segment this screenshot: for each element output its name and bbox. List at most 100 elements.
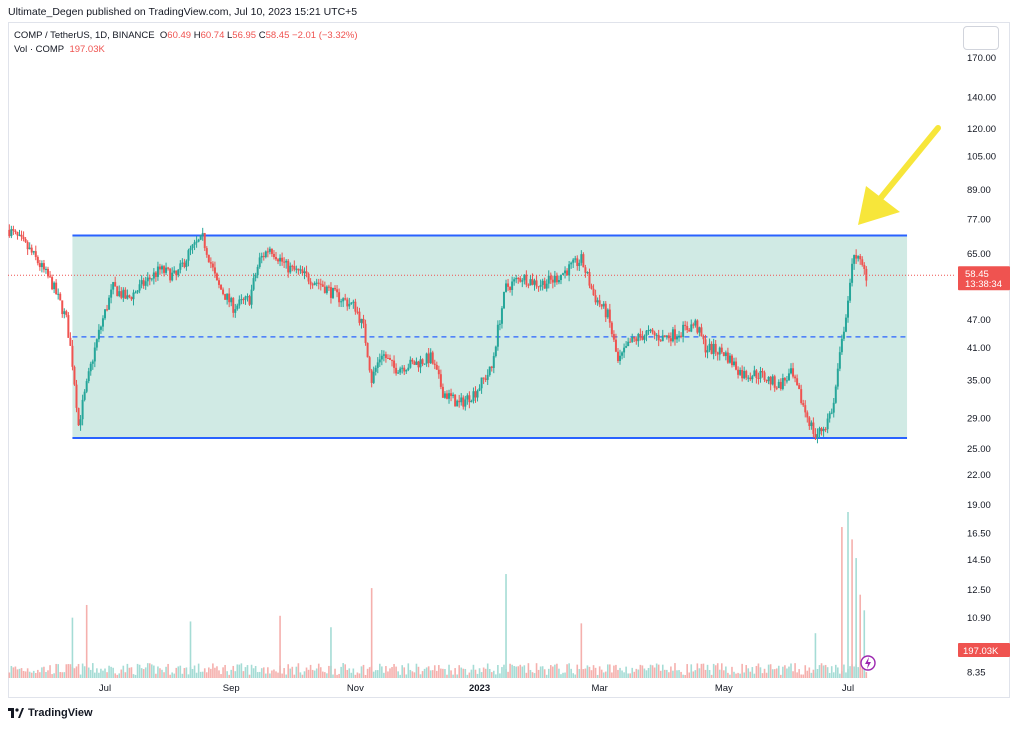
volume-bar xyxy=(645,670,648,678)
low-value: 56.95 xyxy=(232,30,257,41)
volume-bar xyxy=(324,672,326,678)
candle-body xyxy=(321,284,324,287)
y-tick-label: 41.00 xyxy=(967,343,991,354)
candle-body xyxy=(26,242,29,250)
candle-body xyxy=(38,263,41,268)
candle-body xyxy=(855,255,858,259)
volume-bar xyxy=(482,667,485,678)
volume-bar xyxy=(205,672,208,678)
candle-body xyxy=(441,386,444,398)
candle-body xyxy=(439,374,442,387)
volume-bar xyxy=(285,674,287,678)
candle-body xyxy=(657,334,660,341)
candle-body xyxy=(800,389,803,404)
volume-bar xyxy=(203,668,206,678)
candle-body xyxy=(77,407,80,426)
volume-bar xyxy=(352,668,355,678)
volume-bar xyxy=(256,672,259,678)
volume-bar xyxy=(250,664,253,678)
candle-body xyxy=(671,329,674,342)
candle-body xyxy=(844,317,847,332)
candle-body xyxy=(63,311,66,315)
volume-bar xyxy=(254,665,257,678)
candle-body xyxy=(818,428,821,435)
volume-bar xyxy=(843,664,845,678)
volume-bar xyxy=(594,667,597,678)
volume-bar xyxy=(175,667,178,678)
volume-bar xyxy=(513,665,515,678)
candle-body xyxy=(350,302,353,304)
candle-body xyxy=(177,269,180,276)
volume-bar xyxy=(43,666,45,678)
candle-body xyxy=(118,291,121,297)
candle-body xyxy=(209,262,212,264)
volume-bar xyxy=(374,670,377,678)
volume-bar xyxy=(668,672,670,678)
candle-body xyxy=(163,266,166,273)
candle-body xyxy=(285,260,288,263)
volume-bar xyxy=(450,670,452,678)
volume-bar xyxy=(672,670,674,678)
candle-body xyxy=(44,268,47,270)
candle-body xyxy=(728,355,731,363)
volume-bar xyxy=(784,665,786,678)
volume-bar xyxy=(423,668,426,678)
candle-body xyxy=(726,352,729,363)
candle-body xyxy=(144,281,147,286)
volume-bar xyxy=(509,663,511,678)
candle-body xyxy=(627,341,630,347)
candle-body xyxy=(718,347,721,355)
volume-bar xyxy=(191,668,194,678)
candle-body xyxy=(59,293,62,301)
candle-body xyxy=(211,263,214,268)
y-tick-label: 29.00 xyxy=(967,414,991,425)
candle-body xyxy=(783,377,786,381)
volume-bar xyxy=(37,669,39,678)
symbol-label[interactable]: COMP / TetherUS, 1D, BINANCE xyxy=(14,30,155,41)
candle-body xyxy=(334,288,337,290)
volume-bar xyxy=(230,669,233,678)
candle-body xyxy=(816,434,819,438)
candle-body xyxy=(572,259,575,263)
volume-bar xyxy=(849,666,851,678)
candle-body xyxy=(83,391,86,400)
volume-bar xyxy=(796,672,798,678)
volume-bar xyxy=(834,664,837,678)
volume-bar xyxy=(700,663,703,678)
volume-label[interactable]: Vol · COMP xyxy=(14,44,65,55)
candle-body xyxy=(226,293,229,300)
candle-body xyxy=(376,362,379,368)
candle-body xyxy=(661,335,664,342)
candle-body xyxy=(720,347,723,353)
volume-bar xyxy=(403,667,406,678)
volume-bar xyxy=(106,672,108,678)
candle-body xyxy=(700,327,703,337)
volume-bar xyxy=(448,664,450,678)
candle-body xyxy=(213,267,216,274)
volume-bar xyxy=(244,667,247,678)
volume-bar xyxy=(438,665,440,678)
candle-body xyxy=(787,373,790,381)
volume-bar xyxy=(674,663,676,678)
volume-bar xyxy=(609,664,611,678)
volume-bar xyxy=(389,668,391,678)
volume-bar xyxy=(568,663,570,678)
volume-bar xyxy=(771,669,774,678)
volume-badge xyxy=(958,643,1010,657)
candle-body xyxy=(564,270,567,274)
candle-body xyxy=(639,333,642,337)
volume-bar xyxy=(163,672,165,678)
candle-body xyxy=(403,367,406,372)
candle-body xyxy=(393,360,396,368)
volume-bar xyxy=(155,673,157,678)
annotation-arrow-shaft xyxy=(872,125,941,208)
volume-bar xyxy=(488,668,491,678)
scale-settings-button[interactable] xyxy=(963,26,999,50)
candle-body xyxy=(749,377,752,380)
volume-bar xyxy=(822,665,825,678)
volume-bar xyxy=(517,666,520,678)
candle-body xyxy=(189,248,192,251)
x-tick-label: May xyxy=(715,683,733,694)
volume-bar xyxy=(142,669,145,678)
